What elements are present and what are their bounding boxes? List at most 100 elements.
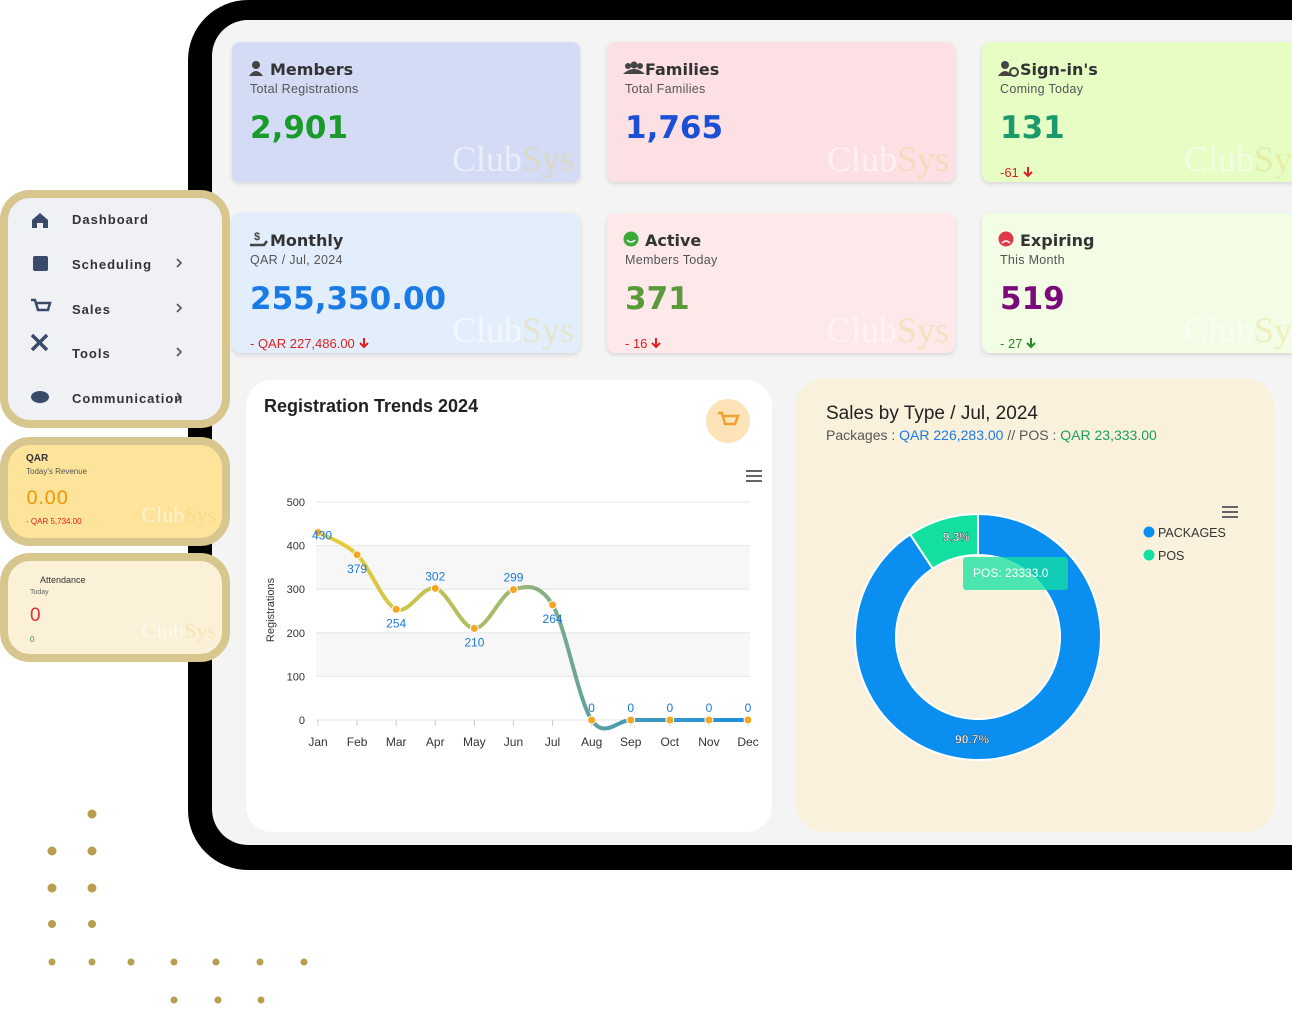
card-icon [623,61,645,74]
watermark-club: Club [1183,310,1254,350]
watermark-sys: Sys [1253,139,1292,179]
watermark-club: Club [451,139,522,179]
card-subtitle: Members Today [625,253,718,267]
subtitle-part: Packages : [826,427,895,443]
widget-revenue: QAR Today's Revenue 0.00 - QAR 5,734.00 … [0,437,230,546]
delta-arrow [1023,167,1033,178]
card-value: 519 [1000,281,1065,317]
card-subtitle: Total Registrations [250,82,359,96]
card-subtitle: This Month [1000,253,1065,267]
legend-label[interactable]: PACKAGES [1158,526,1226,540]
card-delta: -61 [1000,165,1034,180]
legend-swatch [1143,526,1155,538]
menu-item[interactable]: Communication [72,391,184,406]
data-label: 0 [588,701,595,715]
widget-title: QAR [26,453,49,464]
data-label: 210 [464,635,484,649]
y-tick-label: 100 [287,671,305,683]
widget-title: Attendance [40,575,86,585]
point [391,604,401,614]
data-label: 299 [503,571,523,585]
subtitle-part: // [1007,427,1015,443]
cart-button[interactable] [706,399,750,443]
tooltip-box [963,557,1068,590]
line-card [246,380,772,832]
icon-tools [30,333,49,352]
subtitle-part: QAR 23,333.00 [1060,427,1157,443]
data-label: 302 [425,569,445,583]
grid-band [316,545,750,590]
watermark: ClubSys [452,309,574,351]
menu-item[interactable]: Scheduling [72,257,153,272]
data-label: 0 [666,701,673,715]
watermark: ClubSys [452,138,574,180]
x-tick-label: Jun [504,735,523,749]
delta-text: - 16 [625,336,648,351]
card-icon [623,231,639,247]
card-title: Expiring [1020,231,1095,250]
card-value: 1,765 [625,110,724,146]
card-icon [249,61,263,76]
watermark: ClubSys [827,309,949,351]
card-subtitle: Coming Today [1000,82,1084,96]
watermark-club: Club [826,310,897,350]
widget-subtitle: Today [30,589,49,596]
tooltip: POS: 23333.0 [973,566,1049,580]
chart-title: Sales by Type / Jul, 2024 [826,403,1038,424]
menu-item[interactable]: Dashboard [72,212,149,227]
watermark-sys: Sys [896,139,949,179]
slice-label: 9.3% [943,530,971,544]
card-delta: - QAR 227,486.00 [250,336,370,351]
widget-delta: - QAR 5,734.00 [26,517,82,526]
y-tick-label: 300 [287,584,305,596]
y-axis-label: Registrations [265,577,277,642]
widget-delta: 0 [30,635,35,644]
x-tick-label: Oct [660,735,679,749]
widget-attendance: Attendance Today 0 0 ClubSys [0,553,230,662]
x-tick-label: Mar [386,735,407,749]
icon-chat [31,391,49,403]
stat-card: Active Members Today 371 - 16 ClubSys [607,213,955,353]
icon-cart [31,298,52,312]
point [665,715,675,725]
watermark-sys: Sys [521,139,574,179]
point [548,600,558,610]
point [430,583,440,593]
card-icon [998,231,1014,247]
cart-icon [718,411,740,426]
y-tick-label: 500 [287,497,305,509]
card-subtitle: QAR / Jul, 2024 [250,253,343,267]
menu-item[interactable]: Tools [72,346,111,361]
point [743,715,753,725]
watermark: ClubSys [1184,138,1292,180]
card-value: 255,350.00 [250,281,447,317]
svg-text:$: $ [254,231,260,243]
stat-card: $ Monthly QAR / Jul, 2024 255,350.00 - QAR 2… [232,213,580,353]
watermark-sys: Sys [521,310,574,350]
card-title: Active [645,231,702,250]
data-label: 0 [745,701,752,715]
chart-menu[interactable] [1222,506,1238,518]
x-tick-label: Jan [308,735,327,749]
chart-menu[interactable] [746,470,762,482]
widget-value: 0.00 [26,487,69,509]
delta-arrow [651,338,662,349]
card-title: Sign-in's [1020,60,1098,79]
icon-home [32,213,48,228]
card-delta: - 16 [625,336,662,351]
legend-label[interactable]: POS [1158,549,1184,563]
watermark-club: Club [451,310,522,350]
card-icon: $ [250,231,268,247]
watermark-sys: Sys [896,310,949,350]
point [626,715,636,725]
delta-arrow [359,338,369,349]
slice-label: 90.7% [955,732,989,746]
decor-dots [47,809,308,1004]
data-label: 0 [627,701,634,715]
menu-item[interactable]: Sales [72,302,111,317]
data-label: 379 [347,562,367,576]
widget-subtitle: Today's Revenue [26,467,88,476]
chart-subtitle: Packages : QAR 226,283.00 // POS : QAR 2… [826,427,1157,443]
card-value: 131 [1000,110,1065,146]
